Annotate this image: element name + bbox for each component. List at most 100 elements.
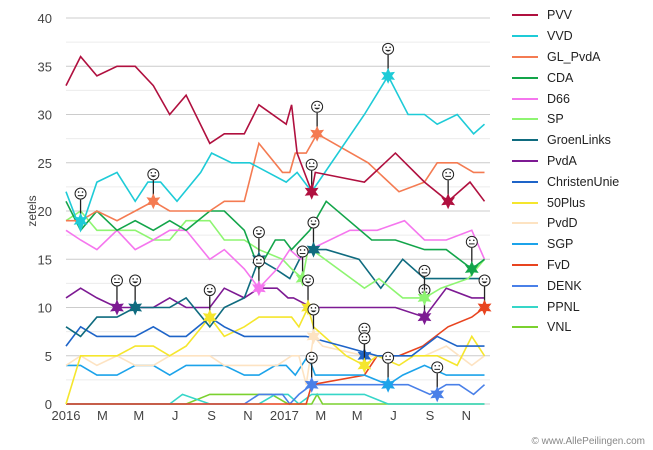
smiley-face-icon	[305, 351, 318, 364]
star-marker	[417, 309, 432, 326]
gridlines	[66, 17, 490, 405]
smiley-face-icon	[252, 226, 265, 239]
annotation-50plus[interactable]	[202, 284, 217, 326]
neutral-face-icon	[296, 245, 309, 258]
x-tick-label: M	[315, 408, 326, 423]
legend-label: SGP	[547, 237, 574, 252]
x-tick-label: J	[390, 408, 397, 423]
neutral-face-icon	[418, 264, 431, 277]
star-marker	[477, 299, 492, 316]
legend-item-vnl[interactable]: VNL	[500, 317, 619, 338]
x-tick-label: 2017	[270, 408, 299, 423]
series-line-vnl	[66, 392, 485, 405]
legend-item-christenunie[interactable]: ChristenUnie	[500, 171, 619, 192]
annotation-sp[interactable]	[417, 264, 432, 306]
legend-item-fvd[interactable]: FvD	[500, 255, 619, 276]
star-marker	[464, 260, 479, 277]
star-marker	[252, 280, 266, 297]
legend-item-pvv[interactable]: PVV	[500, 5, 619, 26]
legend-item-pvdd[interactable]: PvdD	[500, 213, 619, 234]
star-marker	[441, 193, 456, 210]
series-lines	[65, 55, 486, 406]
y-tick-label: 25	[38, 156, 52, 171]
star-marker	[310, 125, 325, 142]
annotations	[73, 42, 492, 403]
legend-item-ppnl[interactable]: PPNL	[500, 296, 619, 317]
annotation-50plus[interactable]	[357, 332, 372, 374]
smiley-face-icon	[307, 216, 320, 229]
x-axis-ticks: 2016 M M J S N 2017 M M J S N	[52, 408, 471, 423]
star-marker	[381, 67, 395, 84]
neutral-face-icon	[358, 332, 371, 345]
star-marker	[110, 299, 124, 316]
annotation-denk[interactable]	[430, 361, 445, 403]
legend-label: FvD	[547, 257, 570, 272]
annotation-sgp[interactable]	[381, 351, 395, 393]
legend-swatch	[512, 305, 538, 308]
neutral-face-icon	[305, 158, 318, 171]
copyright-text: © www.AllePeilingen.com	[531, 436, 645, 447]
legend-label: PvdA	[547, 153, 577, 168]
star-marker	[417, 289, 432, 306]
legend-swatch	[512, 97, 538, 100]
y-tick-label: 15	[38, 252, 52, 267]
annotation-pvv[interactable]	[441, 168, 456, 210]
legend-label: VNL	[547, 320, 572, 335]
legend-item-pvda[interactable]: PvdA	[500, 151, 619, 172]
smiley-face-icon	[311, 100, 324, 113]
legend-swatch	[512, 263, 538, 266]
legend-swatch	[512, 180, 538, 183]
legend-label: PVV	[547, 8, 573, 23]
y-tick-label: 20	[38, 204, 52, 219]
annotation-vvd[interactable]	[73, 187, 88, 229]
legend-swatch	[512, 118, 538, 121]
annotation-vvd[interactable]	[381, 42, 395, 84]
annotation-gl_pvda[interactable]	[146, 168, 161, 210]
legend: PVV VVD GL_PvdA CDA D66 SP GroenLinks PvdA Chris…	[500, 5, 619, 338]
annotation-gl_pvda[interactable]	[310, 100, 325, 142]
legend-swatch	[512, 243, 538, 246]
series-line-christenunie	[65, 316, 485, 357]
annotation-denk[interactable]	[304, 351, 319, 393]
y-tick-label: 5	[45, 349, 52, 364]
legend-item-groenlinks[interactable]: GroenLinks	[500, 130, 619, 151]
legend-item-sp[interactable]: SP	[500, 109, 619, 130]
legend-item-denk[interactable]: DENK	[500, 275, 619, 296]
legend-item-d66[interactable]: D66	[500, 88, 619, 109]
annotation-groenlinks[interactable]	[128, 274, 143, 316]
annotation-groenlinks[interactable]	[306, 216, 321, 258]
legend-swatch	[512, 35, 538, 38]
neutral-face-icon	[252, 255, 265, 268]
x-tick-label: 2016	[52, 408, 81, 423]
legend-item-cda[interactable]: CDA	[500, 67, 619, 88]
series-line-vvd	[65, 74, 486, 233]
star-marker	[306, 328, 321, 345]
annotation-pvv[interactable]	[304, 158, 319, 200]
series-line-sgp	[66, 354, 485, 386]
legend-item-vvd[interactable]: VVD	[500, 26, 619, 47]
legend-swatch	[512, 55, 538, 58]
legend-item-gl_pvda[interactable]: GL_PvdA	[500, 47, 619, 68]
annotation-fvd[interactable]	[477, 274, 492, 316]
neutral-face-icon	[110, 274, 123, 287]
annotation-pvdd[interactable]	[306, 303, 321, 345]
smiley-face-icon	[382, 42, 395, 55]
legend-swatch	[512, 326, 538, 329]
legend-label: CDA	[547, 70, 574, 85]
legend-item-sgp[interactable]: SGP	[500, 234, 619, 255]
series-line-denk	[66, 383, 486, 406]
annotation-pvda[interactable]	[110, 274, 124, 316]
annotation-d66[interactable]	[252, 255, 266, 297]
legend-item-50plus[interactable]: 50Plus	[500, 192, 619, 213]
legend-label: DENK	[547, 278, 582, 293]
smiley-face-icon	[147, 168, 160, 181]
legend-label: 50Plus	[547, 195, 586, 210]
x-tick-label: M	[352, 408, 363, 423]
series-line-gl_pvda	[66, 132, 485, 222]
legend-label: D66	[547, 91, 570, 106]
annotation-cda[interactable]	[464, 235, 479, 277]
neutral-face-icon	[74, 187, 87, 200]
star-marker	[306, 241, 321, 258]
legend-label: PPNL	[547, 299, 580, 314]
